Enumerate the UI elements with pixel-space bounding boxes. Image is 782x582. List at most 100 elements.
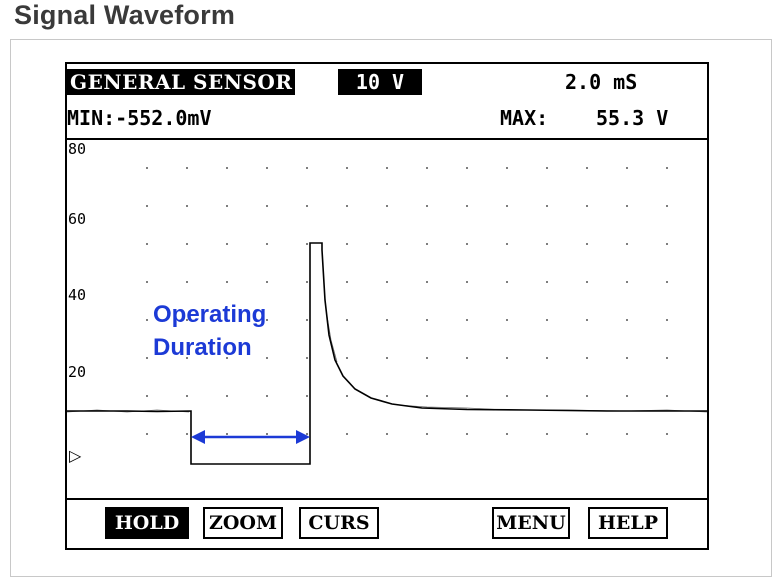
sensor-mode-label[interactable]: GENERAL SENSOR — [67, 69, 296, 95]
grid-dot — [426, 395, 428, 397]
grid-dot — [666, 433, 668, 435]
grid-dot — [466, 281, 468, 283]
grid-dot — [506, 357, 508, 359]
duration-arrow — [191, 430, 310, 444]
grid-dot — [546, 243, 548, 245]
grid-dot — [586, 357, 588, 359]
grid-dot — [426, 357, 428, 359]
grid-dot — [506, 433, 508, 435]
grid-dot — [506, 243, 508, 245]
trigger-marker-icon: ▷ — [69, 446, 82, 465]
grid-dot — [386, 357, 388, 359]
annotation-operating: Operating — [153, 301, 266, 328]
y-tick-40: 40 — [68, 286, 86, 304]
grid-dot — [346, 357, 348, 359]
zoom-button[interactable]: ZOOM — [203, 507, 283, 539]
grid-dot — [226, 281, 228, 283]
grid-dot — [426, 205, 428, 207]
grid-dot — [466, 433, 468, 435]
page-title: Signal Waveform — [14, 0, 236, 30]
grid-dot — [186, 433, 188, 435]
grid-dot — [306, 167, 308, 169]
grid-dot — [266, 205, 268, 207]
y-tick-20: 20 — [68, 363, 86, 381]
grid-dot — [546, 167, 548, 169]
grid-dot — [146, 205, 148, 207]
grid-dot — [386, 281, 388, 283]
signal-noise — [67, 315, 707, 413]
grid-dot — [146, 357, 148, 359]
grid-dot — [386, 167, 388, 169]
grid-dot — [666, 281, 668, 283]
grid-dot — [346, 205, 348, 207]
grid-dot — [586, 319, 588, 321]
softkey-bar: HOLD ZOOM CURS MENU HELP — [67, 498, 707, 548]
grid-dot — [146, 167, 148, 169]
min-max-readout: MIN:-552.0mV MAX: 55.3 V — [67, 98, 707, 140]
grid-dot — [386, 319, 388, 321]
grid-dot — [226, 167, 228, 169]
grid-dot — [386, 395, 388, 397]
min-readout: MIN:-552.0mV — [67, 106, 212, 130]
grid-dot — [546, 395, 548, 397]
grid-dot — [666, 243, 668, 245]
grid-dot — [546, 319, 548, 321]
grid-dot — [226, 433, 228, 435]
grid-dot — [306, 319, 308, 321]
grid-dot — [506, 205, 508, 207]
grid-dot — [586, 205, 588, 207]
grid-dot — [386, 243, 388, 245]
grid-dot — [146, 395, 148, 397]
grid-dot — [546, 433, 548, 435]
grid-dot — [266, 357, 268, 359]
grid-dot — [306, 281, 308, 283]
grid-dot — [146, 243, 148, 245]
grid-dot — [266, 395, 268, 397]
grid-dot — [666, 319, 668, 321]
grid-dot — [386, 433, 388, 435]
grid-dot — [146, 319, 148, 321]
y-tick-60: 60 — [68, 210, 86, 228]
menu-button[interactable]: MENU — [492, 507, 570, 539]
grid-dot — [666, 205, 668, 207]
grid-dot — [626, 205, 628, 207]
grid-dot — [586, 167, 588, 169]
grid-dot — [426, 281, 428, 283]
cursor-button[interactable]: CURS — [299, 507, 379, 539]
annotation-duration: Duration — [153, 334, 252, 361]
grid-dot — [266, 243, 268, 245]
grid-dot — [306, 395, 308, 397]
grid-dot — [586, 243, 588, 245]
grid-dot — [426, 319, 428, 321]
grid-dot — [186, 281, 188, 283]
grid-dot — [546, 281, 548, 283]
grid-dot — [546, 357, 548, 359]
grid-dot — [226, 395, 228, 397]
time-per-div-label[interactable]: 2.0 mS — [565, 70, 638, 94]
y-axis-ticks: 80 60 40 20 — [68, 140, 86, 381]
hold-button[interactable]: HOLD — [105, 507, 189, 539]
grid-dot — [186, 357, 188, 359]
grid-dot — [266, 319, 268, 321]
grid-dot — [626, 243, 628, 245]
grid-dot — [306, 357, 308, 359]
grid-dot — [426, 243, 428, 245]
grid-dot — [586, 281, 588, 283]
grid-dot — [266, 167, 268, 169]
help-button[interactable]: HELP — [588, 507, 668, 539]
grid-dot — [146, 433, 148, 435]
grid-dot — [346, 243, 348, 245]
grid-dot — [426, 167, 428, 169]
grid-dot — [506, 395, 508, 397]
grid-dot — [346, 395, 348, 397]
volts-per-div-label[interactable]: 10 V — [338, 69, 422, 95]
grid-dot — [506, 167, 508, 169]
grid-dot — [306, 205, 308, 207]
grid-dot — [466, 243, 468, 245]
grid-dot — [626, 357, 628, 359]
grid-dot — [266, 433, 268, 435]
grid-dot — [386, 205, 388, 207]
signal-trace — [67, 242, 707, 465]
grid-dot — [626, 433, 628, 435]
grid-dot — [266, 281, 268, 283]
